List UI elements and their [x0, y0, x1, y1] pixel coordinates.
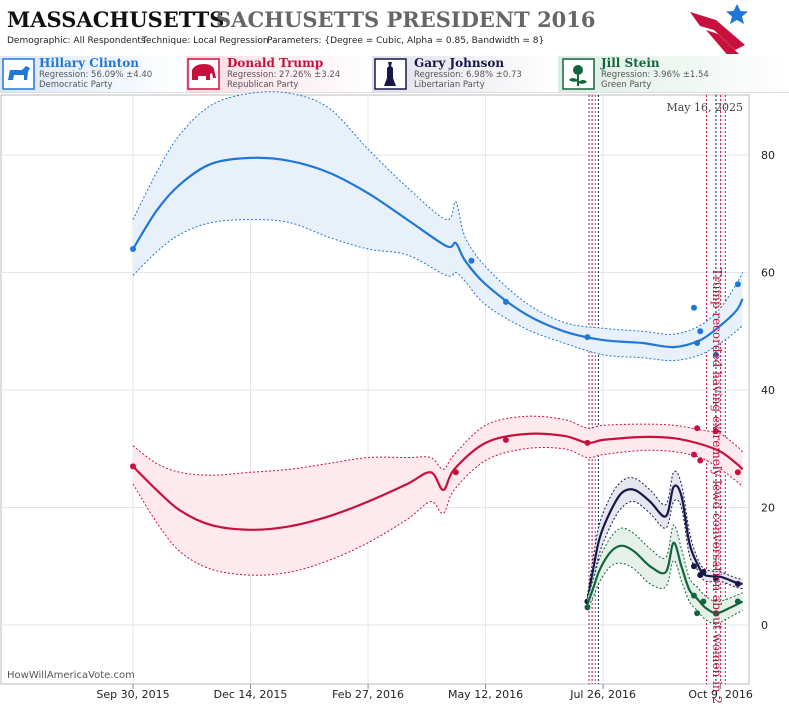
poll-point-donald-trump-8[interactable]	[734, 469, 741, 476]
technique-label: Technique: Local Regression	[141, 36, 269, 46]
legend-item-stein[interactable]: Jill Stein Regression: 3.96% ±1.54 Green…	[558, 56, 789, 92]
legend-item-clinton[interactable]: Hillary Clinton Regression: 56.09% ±4.40…	[0, 56, 186, 92]
lower-bound-hillary-clinton	[132, 219, 743, 362]
y-tick-label-3: 60	[761, 267, 775, 280]
y-axis: 0 20 40 60 80	[761, 149, 775, 632]
poll-point-hillary-clinton-1[interactable]	[468, 257, 475, 264]
upper-bound-donald-trump	[132, 415, 743, 476]
poll-point-jill-stein-5[interactable]	[734, 598, 741, 605]
site-credit[interactable]: HowWillAmericaVote.com	[7, 670, 135, 681]
legend-trump-name: Donald Trump	[227, 56, 323, 70]
elephant-icon	[192, 64, 216, 80]
poll-point-jill-stein-0[interactable]	[584, 604, 591, 611]
poll-point-hillary-clinton-7[interactable]	[712, 351, 719, 358]
poll-point-hillary-clinton-0[interactable]	[130, 246, 136, 252]
poll-point-hillary-clinton-3[interactable]	[584, 334, 591, 341]
legend-johnson-party: Libertarian Party	[414, 80, 485, 90]
legend-clinton-regression: Regression: 56.09% ±4.40	[39, 70, 152, 80]
x-tick-label-5: Oct 9, 2016	[688, 688, 753, 701]
poll-point-gary-johnson-5[interactable]	[734, 580, 741, 587]
poll-point-jill-stein-1[interactable]	[690, 592, 697, 599]
site-logo[interactable]	[690, 4, 748, 58]
x-axis: Sep 30, 2015 Dec 14, 2015 Feb 27, 2016 May …	[96, 684, 753, 701]
poll-point-donald-trump-5[interactable]	[694, 425, 701, 432]
poll-point-donald-trump-0[interactable]	[130, 463, 136, 470]
trend-line-donald-trump	[132, 432, 744, 531]
legend-stein-regression: Regression: 3.96% ±1.54	[601, 70, 709, 80]
parameters-label: Parameters: {Degree = Cubic, Alpha = 0.8…	[267, 36, 544, 46]
poll-point-gary-johnson-1[interactable]	[690, 563, 697, 570]
trend-line-gary-johnson	[586, 484, 743, 602]
lower-bound-donald-trump	[132, 446, 743, 576]
y-tick-label-0: 0	[761, 619, 768, 632]
star-icon	[726, 4, 748, 24]
lower-bound-jill-stein	[586, 559, 743, 625]
legend-stein-name: Jill Stein	[600, 56, 660, 70]
legend-trump-party: Republican Party	[227, 80, 298, 90]
poll-point-gary-johnson-4[interactable]	[712, 575, 719, 581]
x-tick-label-0: Sep 30, 2015	[96, 688, 169, 701]
y-tick-label-4: 80	[761, 149, 775, 162]
page-subtitle: SACHUSETTS PRESIDENT 2016	[216, 7, 596, 32]
poll-point-hillary-clinton-8[interactable]	[734, 281, 741, 288]
torch-icon	[384, 62, 396, 86]
poll-point-donald-trump-4[interactable]	[690, 451, 697, 458]
legend-johnson-regression: Regression: 6.98% ±0.73	[414, 70, 522, 80]
trend-line-hillary-clinton	[132, 156, 744, 349]
upper-bound-gary-johnson	[586, 470, 743, 596]
trend-line-jill-stein	[586, 541, 744, 615]
poll-point-gary-johnson-3[interactable]	[700, 569, 707, 576]
series-hillary-clinton	[130, 91, 744, 362]
poll-point-jill-stein-4[interactable]	[712, 610, 719, 617]
legend-item-johnson[interactable]: Gary Johnson Regression: 6.98% ±0.73 Lib…	[372, 56, 558, 92]
poll-point-hillary-clinton-6[interactable]	[697, 328, 704, 335]
donkey-icon	[8, 66, 30, 80]
poll-point-jill-stein-2[interactable]	[694, 610, 701, 617]
poll-point-hillary-clinton-2[interactable]	[502, 298, 509, 305]
poll-point-jill-stein-3[interactable]	[700, 598, 707, 605]
series-gary-johnson	[584, 470, 743, 608]
poll-point-donald-trump-6[interactable]	[697, 457, 704, 464]
poll-point-donald-trump-7[interactable]	[712, 428, 719, 435]
grid-lines	[1, 95, 749, 684]
poll-point-hillary-clinton-5[interactable]	[694, 340, 701, 346]
series-donald-trump	[130, 415, 744, 576]
lower-bound-gary-johnson	[586, 499, 743, 608]
confidence-band-donald-trump	[133, 416, 743, 576]
x-tick-label-4: Jul 26, 2016	[569, 688, 636, 701]
upper-bound-hillary-clinton	[132, 91, 744, 335]
confidence-band-hillary-clinton	[133, 91, 743, 361]
poll-point-donald-trump-3[interactable]	[584, 439, 591, 446]
poll-point-hillary-clinton-4[interactable]	[690, 304, 697, 311]
event-annotation: Trump recorded having extremely lewd con…	[710, 268, 724, 704]
legend-trump-regression: Regression: 27.26% ±3.24	[227, 70, 340, 80]
legend-clinton-name: Hillary Clinton	[39, 56, 139, 70]
x-tick-label-3: May 12, 2016	[448, 688, 523, 701]
legend-item-trump[interactable]: Donald Trump Regression: 27.26% ±3.24 Re…	[186, 56, 372, 92]
legend-stein-party: Green Party	[601, 80, 651, 90]
legend-johnson-name: Gary Johnson	[414, 56, 504, 70]
x-tick-label-1: Dec 14, 2015	[214, 688, 288, 701]
series-jill-stein	[584, 524, 744, 625]
upper-bound-jill-stein	[586, 524, 743, 603]
page-title: MASSACHUSETTS	[7, 7, 224, 32]
demographic-label: Demographic: All Respondents	[7, 36, 146, 46]
poll-point-donald-trump-1[interactable]	[452, 469, 459, 476]
y-tick-label-1: 20	[761, 502, 775, 515]
flower-icon	[569, 65, 587, 86]
legend-clinton-party: Democratic Party	[39, 80, 113, 90]
poll-point-donald-trump-2[interactable]	[502, 436, 509, 443]
x-tick-label-2: Feb 27, 2016	[332, 688, 404, 701]
series-layer	[130, 91, 744, 625]
date-stamp: May 16, 2025	[666, 101, 743, 114]
y-tick-label-2: 40	[761, 384, 775, 397]
